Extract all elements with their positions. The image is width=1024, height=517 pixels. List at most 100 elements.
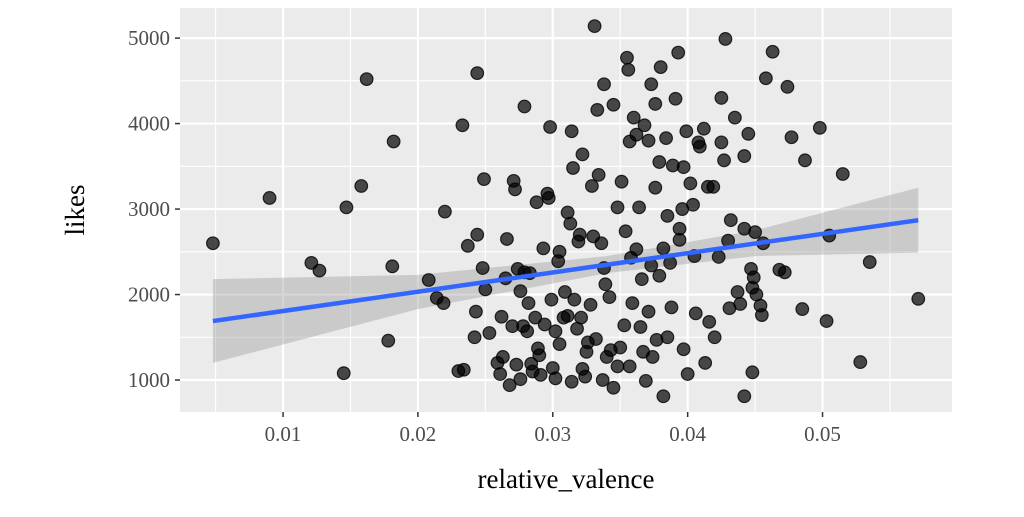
- data-point: [737, 389, 752, 404]
- x-tick-label: 0.05: [804, 422, 841, 446]
- data-point: [653, 60, 668, 75]
- data-point: [587, 19, 602, 34]
- data-point: [602, 290, 617, 305]
- data-point: [780, 79, 795, 94]
- data-point: [746, 270, 761, 285]
- data-point: [493, 367, 508, 381]
- data-point: [552, 337, 567, 352]
- data-point: [597, 77, 611, 92]
- data-point: [262, 191, 277, 205]
- data-point: [911, 291, 926, 306]
- data-point: [575, 147, 590, 162]
- data-point: [572, 227, 587, 242]
- data-point: [494, 309, 509, 324]
- data-point: [765, 44, 780, 59]
- data-point: [620, 50, 634, 65]
- data-point: [558, 285, 572, 299]
- data-point: [541, 191, 556, 205]
- data-point: [529, 195, 544, 210]
- data-point: [688, 306, 703, 321]
- data-point: [730, 285, 745, 299]
- confidence-band: [212, 187, 919, 363]
- data-point: [795, 302, 810, 316]
- data-point: [754, 308, 769, 322]
- data-point: [436, 296, 451, 310]
- data-point: [645, 350, 660, 364]
- data-point: [533, 367, 548, 382]
- data-point: [513, 372, 528, 387]
- data-point: [621, 62, 636, 77]
- data-point: [862, 255, 877, 269]
- data-point: [696, 121, 711, 136]
- data-point: [437, 204, 452, 219]
- data-point: [359, 72, 374, 87]
- data-point: [606, 97, 621, 112]
- data-point: [536, 241, 551, 256]
- data-point: [625, 296, 640, 310]
- data-point: [528, 310, 543, 325]
- data-point: [652, 155, 667, 169]
- data-point: [614, 174, 629, 189]
- x-tick-label: 0.03: [534, 422, 571, 446]
- data-point: [563, 216, 578, 231]
- data-point: [381, 333, 396, 348]
- data-point: [706, 179, 721, 194]
- data-point: [594, 236, 609, 251]
- x-tick-label: 0.02: [400, 422, 437, 446]
- data-point: [606, 380, 621, 395]
- data-point: [617, 318, 632, 333]
- data-point: [629, 127, 644, 142]
- data-point: [626, 110, 641, 125]
- data-point: [339, 200, 354, 215]
- data-point: [741, 126, 756, 141]
- data-point: [517, 99, 532, 114]
- data-point: [637, 118, 652, 133]
- data-point: [470, 227, 485, 242]
- data-point: [521, 296, 536, 310]
- data-point: [644, 77, 659, 92]
- data-point: [502, 378, 517, 393]
- data-point: [574, 310, 589, 325]
- data-point: [664, 300, 679, 315]
- data-point: [470, 66, 485, 81]
- data-point: [648, 180, 663, 195]
- data-point: [589, 332, 603, 346]
- data-point: [634, 272, 649, 287]
- data-point: [386, 134, 401, 149]
- data-point: [469, 304, 483, 319]
- data-point: [482, 326, 497, 340]
- x-tick-label: 0.01: [265, 422, 302, 446]
- data-point: [584, 179, 599, 193]
- data-point: [552, 244, 567, 259]
- y-tick-label: 2000: [128, 283, 170, 307]
- data-point: [648, 97, 663, 111]
- data-point: [618, 224, 633, 239]
- data-point: [475, 261, 490, 275]
- data-point: [737, 149, 752, 163]
- data-point: [711, 250, 726, 264]
- data-point: [478, 282, 493, 297]
- data-point: [702, 314, 717, 329]
- data-point: [455, 118, 470, 133]
- data-point: [692, 139, 707, 154]
- data-point: [723, 213, 738, 228]
- data-points: [206, 19, 926, 404]
- data-point: [733, 297, 748, 311]
- data-point: [676, 160, 691, 175]
- data-point: [591, 167, 606, 182]
- data-point: [467, 330, 482, 345]
- data-point: [679, 124, 694, 139]
- x-axis-title: relative_valence: [478, 464, 655, 494]
- y-tick-label: 1000: [128, 368, 170, 392]
- data-point: [632, 200, 646, 215]
- data-point: [835, 167, 850, 181]
- data-point: [668, 91, 683, 106]
- data-point: [509, 357, 524, 372]
- data-point: [598, 277, 613, 292]
- data-point: [385, 259, 400, 274]
- data-point: [683, 176, 698, 191]
- data-point: [784, 130, 799, 145]
- data-point: [659, 131, 673, 146]
- y-tick-label: 4000: [128, 112, 170, 136]
- data-point: [641, 133, 656, 148]
